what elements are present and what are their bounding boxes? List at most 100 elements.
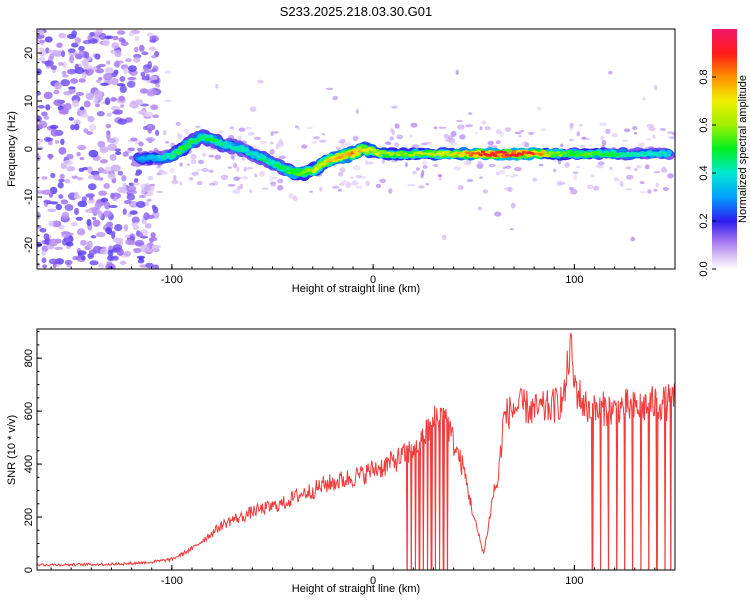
noise-speck: [422, 165, 428, 169]
noise-speck: [58, 109, 69, 115]
noise-speck: [124, 58, 132, 62]
noise-speck: [422, 160, 427, 166]
noise-speck: [61, 70, 67, 75]
noise-speck: [44, 60, 54, 67]
ridge-cell: [321, 162, 326, 166]
ridge-cell: [502, 151, 508, 154]
y-tick-label: 10: [23, 95, 35, 107]
noise-speck: [517, 134, 523, 138]
ridge-cell: [270, 160, 276, 165]
noise-speck: [144, 223, 152, 229]
noise-speck: [632, 125, 638, 131]
noise-speck: [595, 164, 604, 169]
noise-speck: [75, 216, 84, 221]
noise-speck: [527, 131, 531, 135]
noise-speck: [391, 129, 396, 136]
noise-speck: [123, 250, 132, 257]
noise-speck: [332, 95, 339, 101]
noise-speck: [275, 143, 280, 150]
noise-speck: [418, 185, 425, 189]
noise-speck: [145, 201, 150, 206]
noise-speck: [96, 111, 105, 117]
noise-speck: [188, 177, 194, 181]
noise-speck: [313, 136, 320, 140]
noise-speck: [601, 135, 604, 140]
noise-speck: [586, 184, 594, 189]
noise-speck: [137, 110, 147, 115]
noise-speck: [301, 144, 308, 149]
noise-speck: [646, 138, 652, 141]
noise-speck: [149, 75, 158, 82]
noise-speck: [80, 113, 89, 118]
noise-speck: [379, 178, 387, 183]
noise-speck: [74, 191, 79, 198]
noise-speck: [68, 117, 74, 121]
noise-speck: [557, 181, 566, 185]
noise-speck: [229, 126, 234, 130]
noise-speck: [58, 178, 65, 183]
noise-speck: [209, 182, 216, 186]
noise-speck: [578, 124, 583, 127]
noise-speck: [43, 91, 53, 100]
noise-speck: [119, 85, 127, 94]
noise-speck: [237, 135, 242, 141]
noise-speck: [448, 137, 456, 144]
colorbar-tick-label: 0.2: [698, 213, 710, 228]
noise-speck: [123, 200, 132, 204]
noise-speck: [93, 97, 98, 105]
noise-speck: [54, 246, 63, 250]
noise-speck: [409, 134, 413, 138]
noise-speck: [190, 159, 197, 165]
noise-speck: [64, 259, 73, 265]
noise-speck: [344, 141, 352, 146]
noise-speck: [143, 212, 150, 221]
colorbar-ticks: 0.0 0.2 0.4 0.6 0.8: [698, 69, 716, 277]
noise-speck: [573, 174, 578, 181]
ridge-cell: [591, 153, 597, 156]
ridge-cell: [176, 151, 181, 155]
noise-speck: [340, 143, 347, 148]
ridge-cell: [410, 154, 416, 157]
y-tick-label: -10: [23, 189, 35, 205]
noise-speck: [482, 189, 488, 194]
figure-title: S233.2025.218.03.30.G01: [280, 4, 433, 19]
noise-speck: [37, 91, 41, 96]
noise-speck: [98, 177, 104, 181]
noise-speck: [41, 111, 48, 117]
noise-speck: [306, 126, 313, 130]
noise-speck: [90, 235, 97, 239]
ridge-cell: [311, 170, 317, 174]
noise-speck: [197, 159, 205, 165]
noise-speck: [110, 77, 119, 86]
noise-speck: [77, 200, 88, 208]
ridge-cell: [222, 141, 227, 145]
noise-speck: [186, 163, 191, 166]
noise-speck: [61, 231, 71, 238]
noise-speck: [48, 49, 58, 54]
noise-speck: [107, 266, 114, 269]
noise-speck: [64, 204, 74, 211]
noise-speck: [59, 173, 65, 180]
noise-speck: [513, 174, 518, 177]
noise-speck: [104, 97, 111, 106]
noise-speck: [87, 175, 94, 179]
noise-speck: [143, 185, 151, 191]
noise-speck: [484, 126, 491, 131]
noise-speck: [71, 175, 78, 179]
noise-speck: [110, 97, 118, 102]
ridge-cell: [514, 154, 520, 157]
noise-speck: [220, 174, 229, 181]
ridge-cell: [565, 150, 570, 154]
noise-speck: [66, 153, 74, 160]
noise-speck: [57, 181, 64, 189]
noise-speck: [163, 129, 167, 136]
noise-speck: [79, 106, 85, 111]
noise-speck: [99, 159, 108, 164]
noise-speck: [42, 189, 52, 195]
ridge-cell: [398, 151, 404, 154]
noise-speck: [87, 35, 93, 41]
noise-speck: [455, 69, 459, 75]
noise-speck: [634, 167, 638, 172]
noise-speck: [94, 201, 102, 210]
noise-speck: [624, 188, 633, 191]
